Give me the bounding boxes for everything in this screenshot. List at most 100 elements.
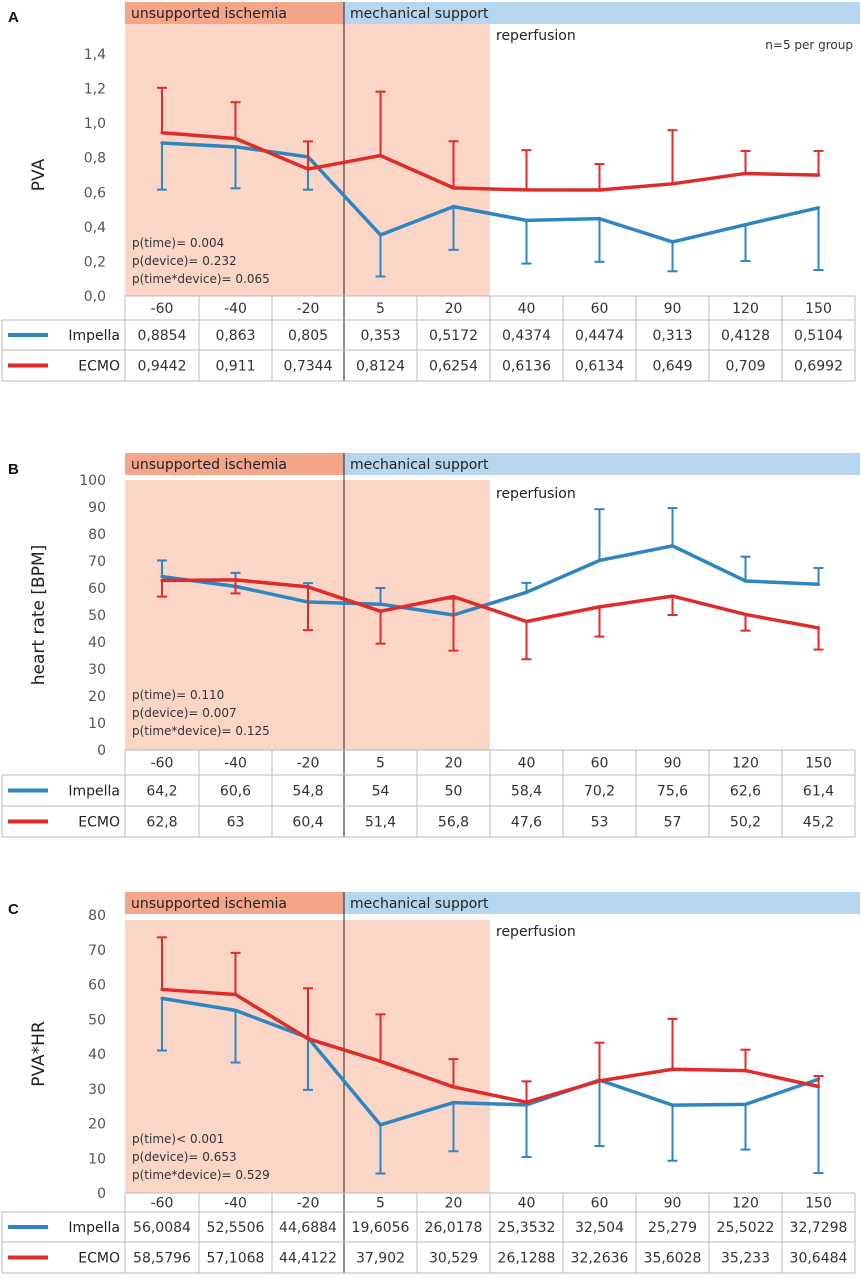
table-cell: 51,4 xyxy=(365,815,396,831)
data-point xyxy=(160,131,164,135)
data-point xyxy=(451,1085,456,1089)
data-point xyxy=(233,145,238,149)
table-cell: 50,2 xyxy=(730,815,761,831)
x-category-label: -40 xyxy=(224,756,247,772)
series-ecmo xyxy=(157,936,824,1104)
table-cell: 0,6254 xyxy=(429,359,478,375)
x-category-label: -20 xyxy=(297,756,320,772)
y-axis-label: heart rate [BPM] xyxy=(29,545,49,686)
data-point xyxy=(816,626,821,630)
x-category-label: -60 xyxy=(151,756,174,772)
y-tick-label: 10 xyxy=(88,716,106,732)
data-point xyxy=(743,171,748,176)
chart-panel-a: unsupported ischemia mechanical support re… xyxy=(1,2,860,382)
series-impella xyxy=(157,996,824,1175)
data-point xyxy=(306,1037,310,1041)
table-cell: 57,1068 xyxy=(207,1251,265,1267)
data-point xyxy=(816,1084,821,1089)
chart-panel-c: unsupported ischemia mechanical support re… xyxy=(1,892,860,1274)
data-point xyxy=(378,233,383,237)
table-cell: 60,4 xyxy=(292,815,323,831)
table-cell: 57 xyxy=(664,815,682,831)
table-cell: 45,2 xyxy=(803,815,834,831)
table-cell: 56,0084 xyxy=(133,1220,191,1236)
x-category-label: 40 xyxy=(518,1196,536,1212)
p-value-text: p(device)= 0.653 xyxy=(132,1150,237,1164)
y-tick-label: 60 xyxy=(88,581,106,597)
data-point xyxy=(451,186,456,190)
y-tick-label: 100 xyxy=(79,473,106,489)
data-point xyxy=(160,987,164,992)
x-category-label: 40 xyxy=(518,301,536,317)
series-line xyxy=(161,578,819,630)
x-category-label: 20 xyxy=(445,756,463,772)
y-tick-label: 90 xyxy=(88,500,106,516)
table-cell: 37,902 xyxy=(356,1251,405,1267)
y-tick-label: 60 xyxy=(88,978,106,994)
x-category-label: 90 xyxy=(664,756,682,772)
data-point xyxy=(816,582,821,586)
table-cell: 0,5104 xyxy=(794,328,843,344)
table-cell: 32,7298 xyxy=(790,1220,848,1236)
table-cell: 0,9442 xyxy=(138,359,187,375)
table-cell: 60,6 xyxy=(220,784,251,800)
y-tick-label: 0,0 xyxy=(84,289,106,305)
table-cell: 64,2 xyxy=(146,784,177,800)
legend-label: Impella xyxy=(68,328,120,344)
y-tick-label: 50 xyxy=(88,1012,106,1028)
table-cell: 25,5022 xyxy=(717,1220,775,1236)
ischemia-band xyxy=(125,2,344,24)
table-cell: 32,504 xyxy=(575,1220,624,1236)
y-tick-label: 20 xyxy=(88,1117,106,1133)
p-value-text: p(time)= 0.110 xyxy=(132,688,224,702)
y-tick-label: 0,8 xyxy=(84,151,106,167)
x-category-label: 120 xyxy=(732,756,759,772)
table-cell: 54,8 xyxy=(292,784,323,800)
series-line xyxy=(161,131,819,192)
table-cell: 62,8 xyxy=(146,815,177,831)
table-cell: 0,5172 xyxy=(429,328,478,344)
series-line xyxy=(161,996,820,1127)
table-cell: 26,0178 xyxy=(425,1220,483,1236)
data-point xyxy=(524,590,529,594)
data-point xyxy=(743,612,748,617)
ischemia-band-label: unsupported ischemia xyxy=(131,896,287,912)
data-point xyxy=(743,223,748,227)
table-cell: 50 xyxy=(445,784,463,800)
data-point xyxy=(524,1103,529,1107)
y-tick-label: 30 xyxy=(88,662,106,678)
support-band xyxy=(344,2,860,24)
ischemia-band xyxy=(125,892,344,914)
chart-panel-b: unsupported ischemia mechanical support re… xyxy=(1,453,860,838)
x-category-label: -60 xyxy=(151,1196,174,1212)
data-point xyxy=(597,1079,602,1083)
table-cell: 70,2 xyxy=(584,784,615,800)
data-point xyxy=(306,167,310,171)
x-category-label: -20 xyxy=(297,1196,320,1212)
data-point xyxy=(524,188,529,192)
table-cell: 25,279 xyxy=(648,1220,697,1236)
reperfusion-label: reperfusion xyxy=(496,486,576,502)
legend-label: Impella xyxy=(68,1220,120,1236)
table-cell: 0,7344 xyxy=(284,359,333,375)
x-category-label: 40 xyxy=(518,756,536,772)
data-point xyxy=(233,136,238,141)
x-category-label: -40 xyxy=(224,1196,247,1212)
data-point xyxy=(597,605,602,609)
y-tick-label: 20 xyxy=(88,689,106,705)
series-ecmo xyxy=(157,578,824,661)
data-point xyxy=(670,182,675,186)
data-point xyxy=(816,173,821,177)
table-cell: 0,353 xyxy=(360,328,400,344)
data-point xyxy=(743,1102,748,1106)
x-category-label: 150 xyxy=(805,1196,832,1212)
table-cell: 32,2636 xyxy=(571,1251,629,1267)
x-category-label: 150 xyxy=(805,301,832,317)
ischemia-band-label: unsupported ischemia xyxy=(131,457,287,473)
series-ecmo xyxy=(157,86,824,192)
x-category-label: 120 xyxy=(732,301,759,317)
p-value-text: p(time*device)= 0.125 xyxy=(132,724,270,738)
x-category-label: 60 xyxy=(591,756,609,772)
p-value-text: p(time)= 0.004 xyxy=(132,236,224,250)
